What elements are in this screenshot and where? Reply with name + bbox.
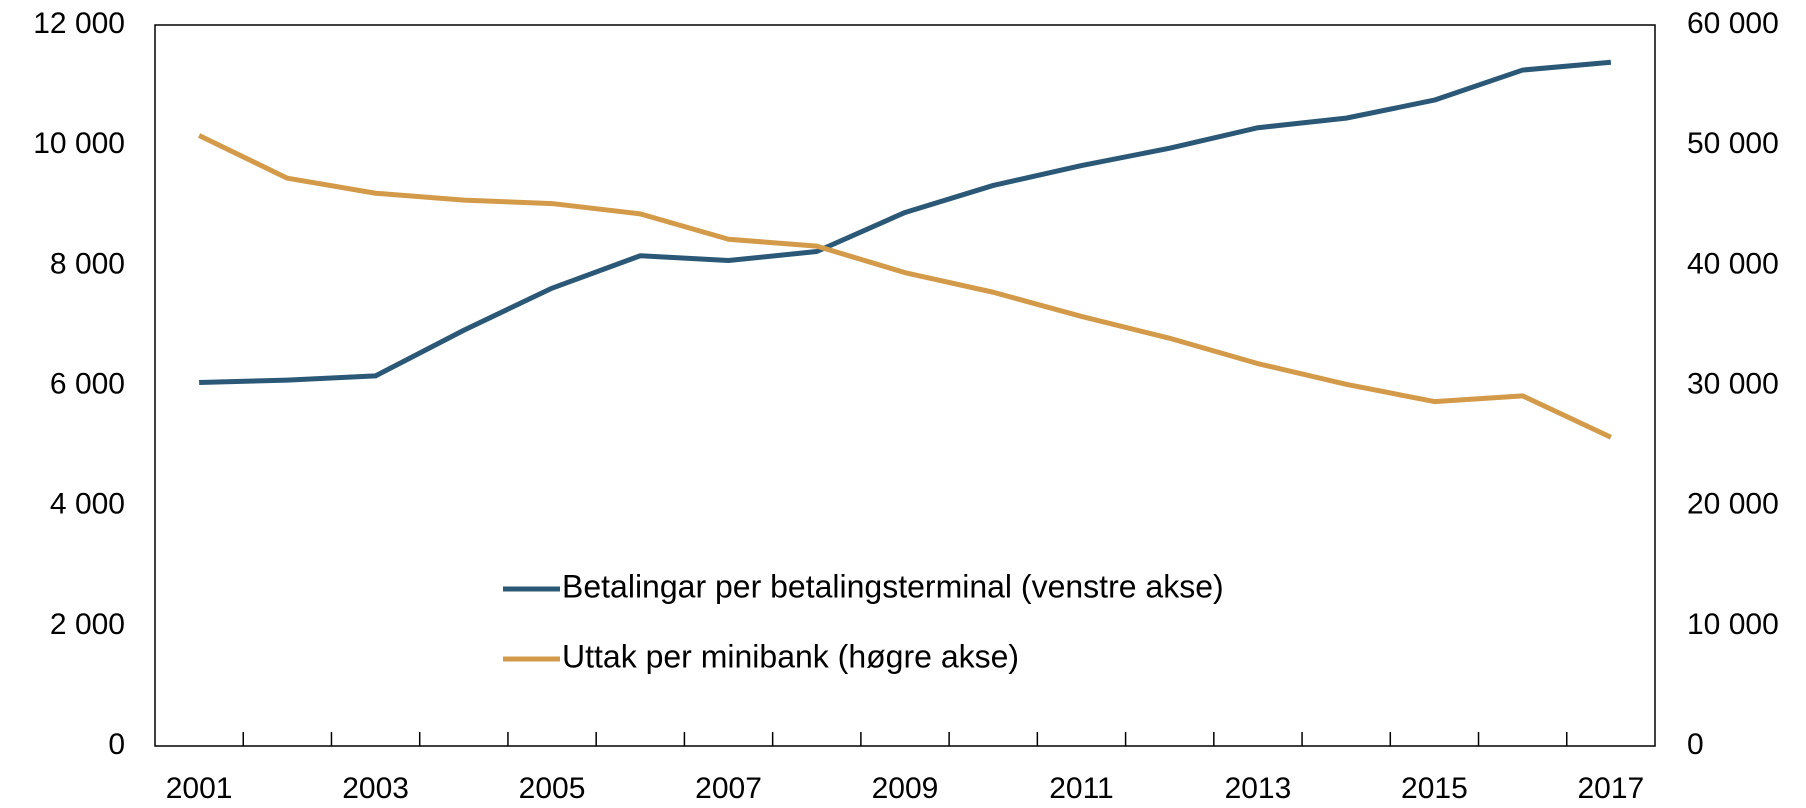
y2-tick-label: 0 [1687,728,1704,761]
legend-label: Betalingar per betalingsterminal (venstr… [562,568,1224,604]
line-series [199,59,1612,385]
y2-tick-label: 50 000 [1687,127,1779,160]
y2-tick-label: 30 000 [1687,367,1779,400]
x-tick-label: 2003 [342,772,409,805]
y-tick-label: 0 [108,728,125,761]
x-tick-label: 2001 [166,772,233,805]
y2-tick-label: 10 000 [1687,608,1779,641]
line-series [198,133,1612,440]
x-tick-label: 2009 [872,772,939,805]
x-tick-label: 2017 [1578,772,1645,805]
y-tick-label: 10 000 [33,127,125,160]
y-tick-label: 12 000 [33,7,125,40]
y-tick-label: 2 000 [50,608,125,641]
plot-frame [154,24,1656,747]
x-tick-label: 2007 [695,772,762,805]
y-tick-label: 4 000 [50,488,125,521]
y2-tick-label: 20 000 [1687,488,1779,521]
x-tick-label: 2013 [1225,772,1292,805]
y-tick-label: 6 000 [50,367,125,400]
y2-tick-label: 60 000 [1687,7,1779,40]
y-tick-label: 8 000 [50,247,125,280]
legend-label: Uttak per minibank (høgre akse) [562,638,1019,674]
y2-tick-label: 40 000 [1687,247,1779,280]
x-tick-label: 2005 [519,772,586,805]
x-tick-label: 2011 [1049,772,1114,805]
x-tick-label: 2015 [1401,772,1468,805]
